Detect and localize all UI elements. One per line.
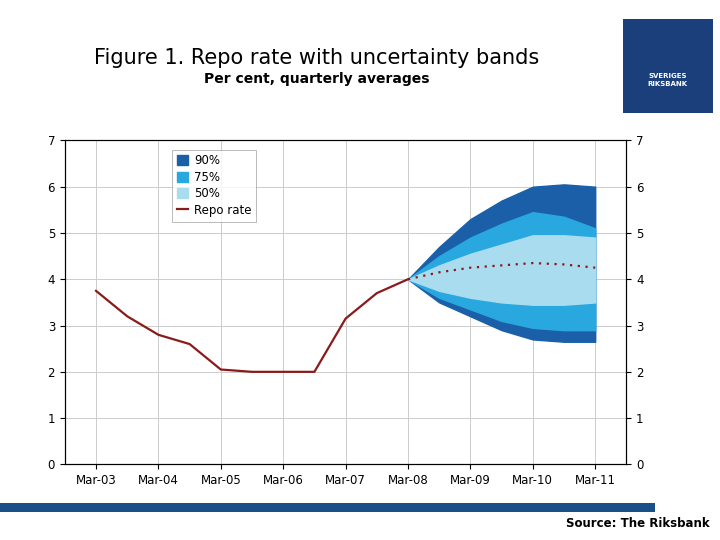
Legend: 90%, 75%, 50%, Repo rate: 90%, 75%, 50%, Repo rate [172,150,256,221]
Text: Figure 1. Repo rate with uncertainty bands: Figure 1. Repo rate with uncertainty ban… [94,48,539,68]
Text: Per cent, quarterly averages: Per cent, quarterly averages [204,72,430,86]
Text: Source: The Riksbank: Source: The Riksbank [566,517,709,530]
Text: SVERIGES
RIKSBANK: SVERIGES RIKSBANK [648,73,688,87]
